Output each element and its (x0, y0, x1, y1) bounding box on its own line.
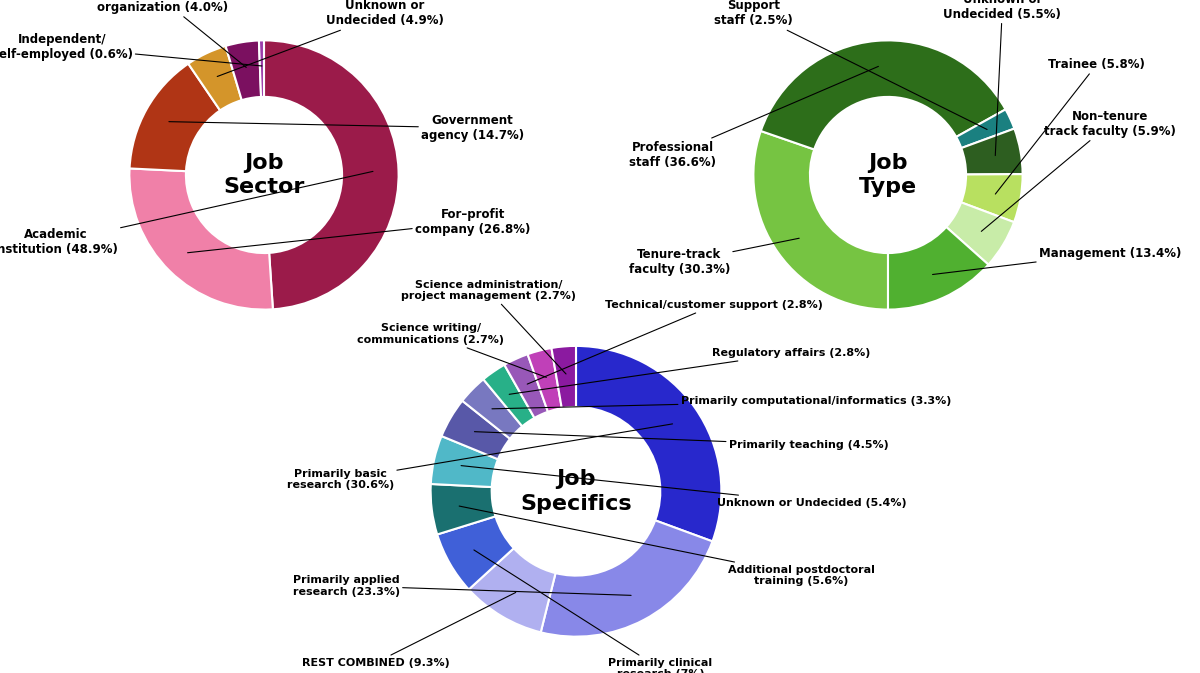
Text: REST COMBINED (9.3%): REST COMBINED (9.3%) (301, 592, 516, 668)
Text: Primarily applied
research (23.3%): Primarily applied research (23.3%) (293, 575, 631, 596)
Wedge shape (431, 484, 496, 534)
Wedge shape (552, 346, 576, 409)
Text: Unknown or Undecided (5.4%): Unknown or Undecided (5.4%) (461, 466, 906, 508)
Wedge shape (504, 354, 548, 418)
Text: Primarily basic
research (30.6%): Primarily basic research (30.6%) (287, 424, 672, 491)
Wedge shape (442, 400, 510, 459)
Text: Technical/customer support (2.8%): Technical/customer support (2.8%) (527, 300, 823, 384)
Text: Non–profit
organization (4.0%): Non–profit organization (4.0%) (97, 0, 246, 67)
Wedge shape (754, 131, 888, 310)
Text: Job
Type: Job Type (859, 153, 917, 197)
Wedge shape (761, 40, 1006, 149)
Wedge shape (484, 365, 534, 426)
Wedge shape (130, 168, 272, 310)
Text: Unknown or
Undecided (4.9%): Unknown or Undecided (4.9%) (217, 0, 444, 77)
Text: Regulatory affairs (2.8%): Regulatory affairs (2.8%) (509, 348, 870, 394)
Text: Primarily clinical
research (7%): Primarily clinical research (7%) (474, 550, 713, 673)
Wedge shape (961, 174, 1022, 222)
Wedge shape (264, 40, 398, 310)
Wedge shape (130, 64, 220, 171)
Wedge shape (956, 110, 1014, 148)
Wedge shape (431, 436, 498, 487)
Text: Independent/
self-employed (0.6%): Independent/ self-employed (0.6%) (0, 33, 262, 66)
Text: Science administration/
project management (2.7%): Science administration/ project manageme… (401, 280, 576, 374)
Wedge shape (259, 40, 264, 97)
Text: Academic
institution (48.9%): Academic institution (48.9%) (0, 172, 373, 256)
Text: Management (13.4%): Management (13.4%) (932, 246, 1181, 275)
Text: Primarily teaching (4.5%): Primarily teaching (4.5%) (474, 431, 888, 450)
Text: Support
staff (2.5%): Support staff (2.5%) (714, 0, 988, 129)
Wedge shape (462, 380, 522, 439)
Text: Professional
staff (36.6%): Professional staff (36.6%) (629, 67, 878, 169)
Text: Job
Sector: Job Sector (223, 153, 305, 197)
Wedge shape (541, 520, 713, 637)
Text: For–profit
company (26.8%): For–profit company (26.8%) (187, 208, 530, 253)
Text: Trainee (5.8%): Trainee (5.8%) (995, 58, 1145, 194)
Text: Unknown or
Undecided (5.5%): Unknown or Undecided (5.5%) (943, 0, 1061, 155)
Text: Tenure-track
faculty (30.3%): Tenure-track faculty (30.3%) (629, 238, 799, 277)
Text: Non–tenure
track faculty (5.9%): Non–tenure track faculty (5.9%) (982, 110, 1176, 232)
Wedge shape (888, 227, 989, 310)
Text: Government
agency (14.7%): Government agency (14.7%) (169, 114, 524, 142)
Wedge shape (188, 46, 241, 110)
Wedge shape (528, 348, 562, 412)
Text: Job
Specifics: Job Specifics (520, 469, 632, 513)
Wedge shape (576, 346, 721, 541)
Text: Additional postdoctoral
training (5.6%): Additional postdoctoral training (5.6%) (460, 506, 875, 586)
Wedge shape (469, 548, 556, 633)
Text: Primarily computational/informatics (3.3%): Primarily computational/informatics (3.3… (492, 396, 952, 409)
Wedge shape (437, 516, 514, 590)
Wedge shape (226, 40, 262, 100)
Text: Science writing/
communications (2.7%): Science writing/ communications (2.7%) (358, 324, 546, 378)
Wedge shape (961, 129, 1022, 174)
Wedge shape (947, 203, 1014, 264)
